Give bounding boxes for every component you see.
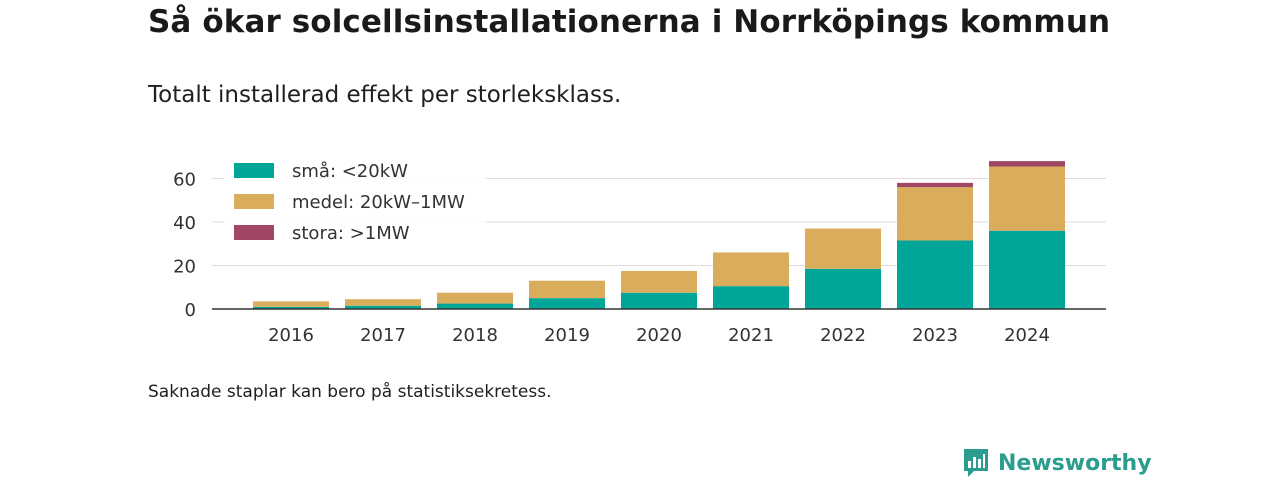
x-tick-label: 2017 <box>360 325 406 346</box>
legend-swatch <box>234 163 274 178</box>
bar-segment-2020-series-0 <box>621 292 697 309</box>
legend-label: små: <20kW <box>292 161 408 182</box>
y-tick-label: 0 <box>185 300 196 321</box>
x-tick-label: 2018 <box>452 325 498 346</box>
bar-segment-2024-series-0 <box>989 230 1065 309</box>
bar-segment-2024-series-1 <box>989 166 1065 231</box>
legend-label: stora: >1MW <box>292 223 410 244</box>
bar-segment-2016-series-1 <box>253 301 329 307</box>
y-tick-label: 60 <box>173 170 196 191</box>
bar-segment-2022-series-0 <box>805 268 881 309</box>
x-tick-label: 2021 <box>728 325 774 346</box>
newsworthy-logo-icon <box>964 449 988 477</box>
bar-segment-2023-series-0 <box>897 240 973 309</box>
bars <box>253 161 1065 309</box>
x-tick-label: 2023 <box>912 325 958 346</box>
bar-segment-2016-series-0 <box>253 306 329 309</box>
bar-segment-2021-series-0 <box>713 286 789 309</box>
chart-subtitle: Totalt installerad effekt per storlekskl… <box>148 82 622 108</box>
chart-title: Så ökar solcellsinstallationerna i Norrk… <box>148 4 1111 40</box>
x-tick-label: 2016 <box>268 325 314 346</box>
bar-segment-2024-series-2 <box>989 161 1065 167</box>
axes: 0 20 40 60 2016 2017 2018 2019 2020 2021 2022 2023 2… <box>173 170 1106 346</box>
x-tick-label: 2022 <box>820 325 866 346</box>
y-tick-label: 20 <box>173 257 196 278</box>
legend: små: <20kW medel: 20kW–1MW stora: >1MW <box>224 152 486 248</box>
x-tick-label: 2019 <box>544 325 590 346</box>
legend-swatch <box>234 194 274 209</box>
bar-segment-2017-series-1 <box>345 299 421 306</box>
bar-segment-2018-series-1 <box>437 292 513 304</box>
x-tick-label: 2020 <box>636 325 682 346</box>
bar-segment-2017-series-0 <box>345 305 421 309</box>
bar-segment-2022-series-1 <box>805 228 881 269</box>
bar-segment-2023-series-2 <box>897 182 973 188</box>
newsworthy-logo: Newsworthy <box>962 447 1152 479</box>
stacked-bar-chart: 0 20 40 60 2016 2017 2018 2019 2020 2021 2022 2023 2… <box>173 152 1106 346</box>
bar-segment-2019-series-1 <box>529 280 605 299</box>
y-tick-label: 40 <box>173 213 196 234</box>
bar-segment-2021-series-1 <box>713 252 789 287</box>
footnote: Saknade staplar kan bero på statistiksek… <box>148 382 552 402</box>
bar-segment-2020-series-1 <box>621 270 697 293</box>
legend-label: medel: 20kW–1MW <box>292 192 465 213</box>
brand-name: Newsworthy <box>998 450 1152 476</box>
bar-segment-2018-series-0 <box>437 303 513 309</box>
bar-segment-2019-series-0 <box>529 298 605 309</box>
x-tick-label: 2024 <box>1004 325 1050 346</box>
legend-swatch <box>234 225 274 240</box>
bar-segment-2023-series-1 <box>897 187 973 241</box>
